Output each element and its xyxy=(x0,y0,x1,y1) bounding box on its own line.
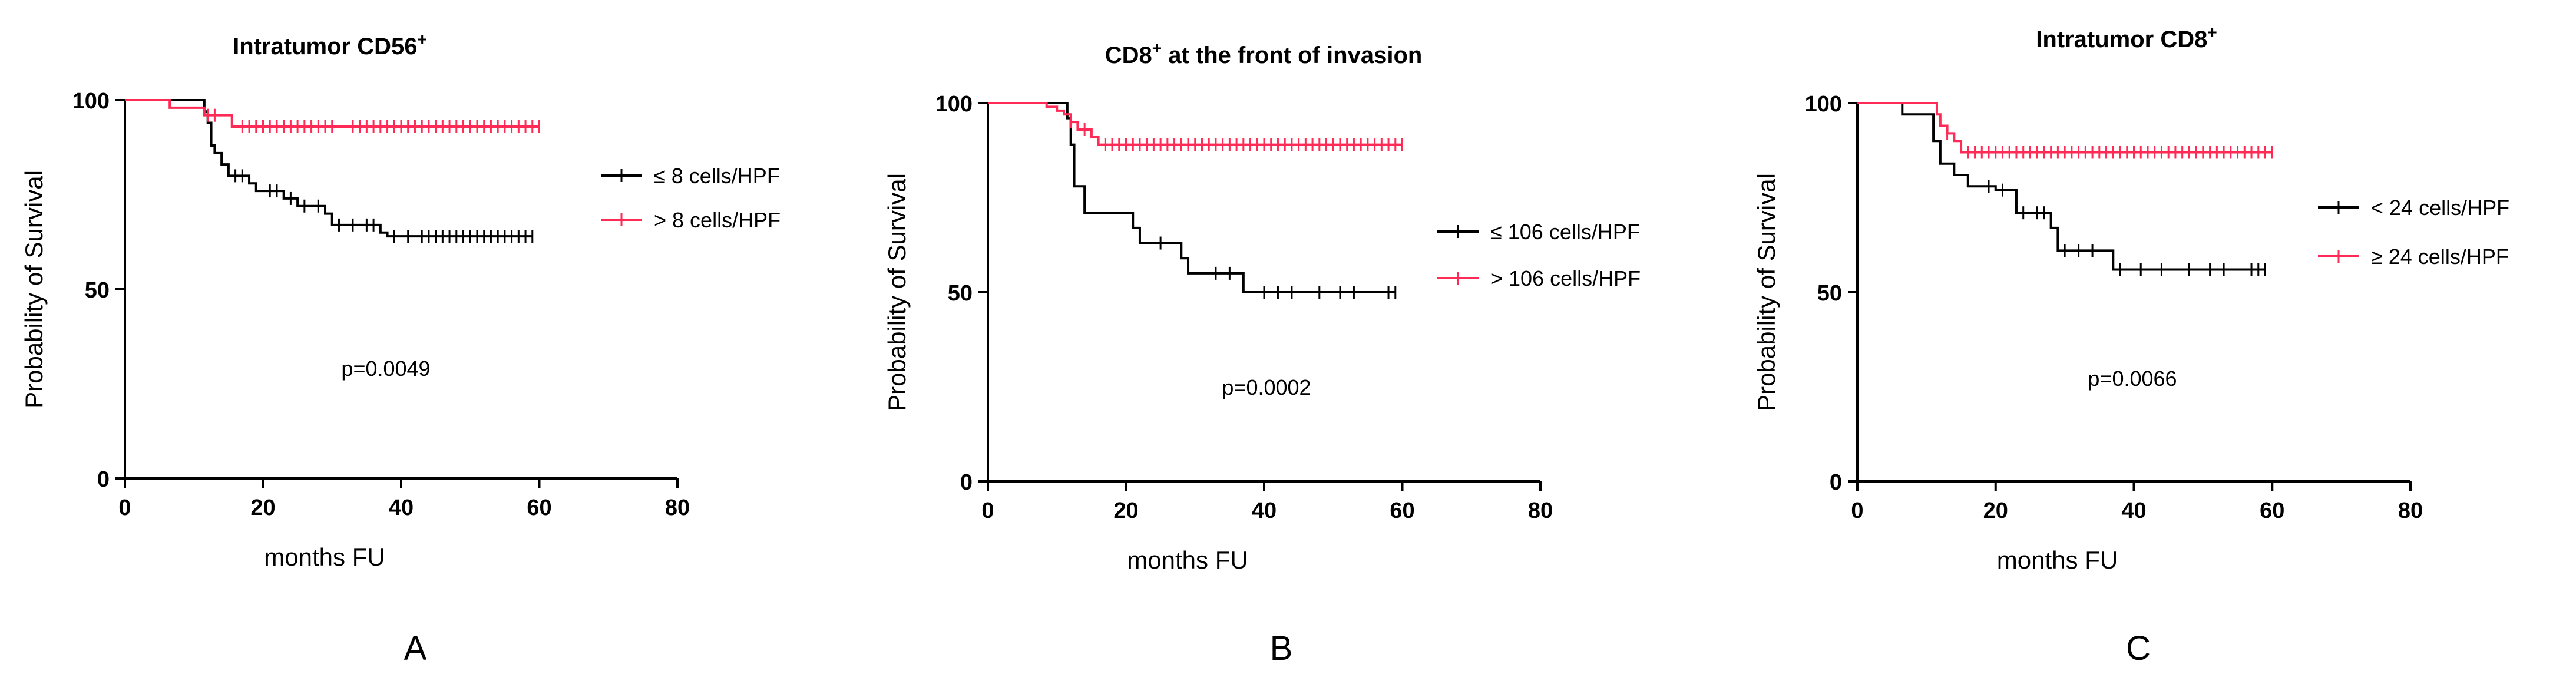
legend-label: > 8 cells/HPF xyxy=(654,208,781,232)
x-tick-label: 40 xyxy=(389,495,414,520)
y-axis-label: Probability of Survival xyxy=(883,173,911,411)
chart-title: CD8+ at the front of invasion xyxy=(1105,39,1423,68)
chart-panel-b: CD8+ at the front of invasion 0 20 40 60 80 0 5… xyxy=(883,39,1641,668)
x-tick-label: 20 xyxy=(1113,498,1138,523)
chart-title: Intratumor CD8+ xyxy=(2036,23,2217,52)
y-tick-label: 50 xyxy=(948,281,973,306)
p-value-label: p=0.0066 xyxy=(2088,366,2177,391)
x-tick-label: 60 xyxy=(527,495,551,520)
panel-letter: A xyxy=(404,629,427,668)
chart-panel-a: Intratumor CD56+ 0 20 40 60 80 0 50 100 months FU… xyxy=(20,30,781,668)
x-tick-label: 60 xyxy=(2260,498,2284,523)
y-axis-label: Probability of Survival xyxy=(20,170,48,408)
survival-curve-series-1 xyxy=(988,102,1396,293)
survival-curve-series-2 xyxy=(1857,102,2273,154)
survival-curve-series-2 xyxy=(125,99,540,128)
survival-curve-series-2 xyxy=(988,102,1403,146)
survival-curve-series-1 xyxy=(1857,102,2266,271)
x-axis-label: months FU xyxy=(264,543,385,571)
x-tick-label: 40 xyxy=(1252,498,1277,523)
y-tick-label: 50 xyxy=(1817,281,1842,306)
x-axis-label: months FU xyxy=(1997,546,2118,574)
chart-panel-c: Intratumor CD8+ 0 20 40 60 80 0 50 100 months FU P… xyxy=(1752,23,2509,668)
legend-label: ≤ 8 cells/HPF xyxy=(654,164,780,188)
legend-label: ≥ 24 cells/HPF xyxy=(2371,244,2509,269)
legend-label: < 24 cells/HPF xyxy=(2371,196,2509,220)
x-tick-label: 60 xyxy=(1390,498,1414,523)
survival-curve-series-1 xyxy=(125,99,533,238)
y-axis-label: Probability of Survival xyxy=(1752,173,1780,411)
p-value-label: p=0.0049 xyxy=(341,356,430,381)
y-tick-label: 100 xyxy=(1805,92,1842,117)
panel-letter: B xyxy=(1270,629,1293,668)
x-tick-label: 80 xyxy=(1528,498,1553,523)
y-tick-label: 100 xyxy=(935,92,973,117)
y-tick-label: 0 xyxy=(97,467,110,492)
y-tick-label: 50 xyxy=(85,278,110,303)
x-tick-label: 80 xyxy=(2398,498,2423,523)
x-tick-label: 20 xyxy=(250,495,275,520)
y-tick-label: 0 xyxy=(1830,470,1842,495)
legend-label: > 106 cells/HPF xyxy=(1490,266,1641,290)
legend-label: ≤ 106 cells/HPF xyxy=(1490,220,1640,244)
chart-title: Intratumor CD56+ xyxy=(233,30,427,60)
y-tick-label: 0 xyxy=(960,470,973,495)
x-axis-label: months FU xyxy=(1127,546,1248,574)
x-tick-label: 0 xyxy=(981,498,994,523)
x-tick-label: 40 xyxy=(2121,498,2146,523)
x-tick-label: 80 xyxy=(665,495,690,520)
panel-letter: C xyxy=(2126,629,2151,668)
y-tick-label: 100 xyxy=(72,89,110,114)
x-tick-label: 0 xyxy=(1851,498,1863,523)
p-value-label: p=0.0002 xyxy=(1222,375,1311,399)
x-tick-label: 20 xyxy=(1983,498,2008,523)
x-tick-label: 0 xyxy=(118,495,131,520)
